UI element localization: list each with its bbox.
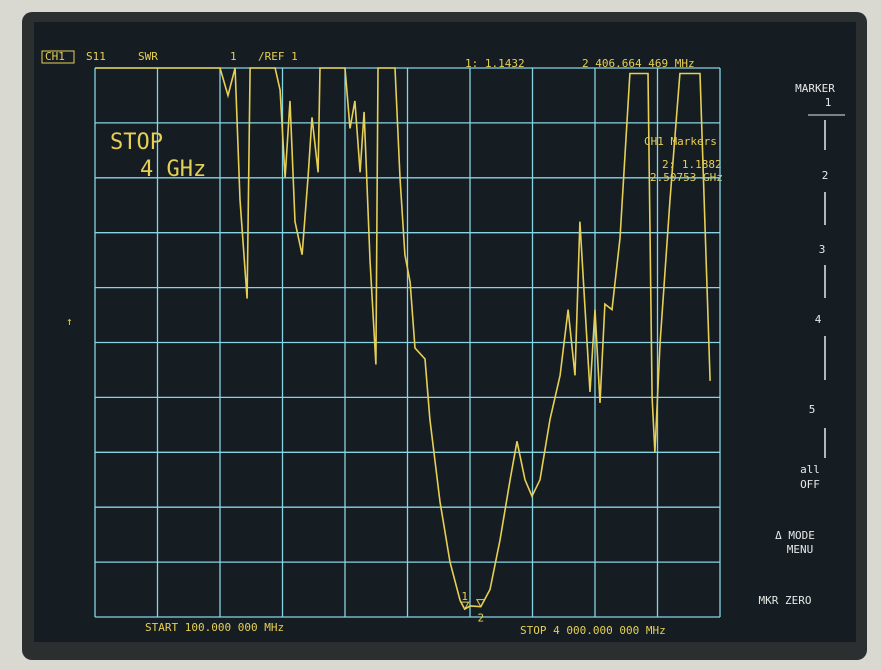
softkey: Δ MODE	[775, 529, 815, 542]
marker-label: 2	[478, 612, 485, 625]
channel: CH1	[45, 50, 65, 63]
parameter: S11	[86, 50, 106, 63]
marker-symbol	[459, 601, 470, 611]
stop: STOP 4 000.000 000 MHz	[520, 624, 666, 637]
softkey: MARKER	[795, 82, 835, 95]
softkey: MKR ZERO	[759, 594, 812, 607]
scale: 1	[230, 50, 237, 63]
softkey: OFF	[800, 478, 820, 491]
softkey: all	[800, 463, 820, 476]
marker-frequency: 2 406.664 469 MHz	[582, 57, 695, 70]
channel-box	[41, 50, 75, 64]
marker-value: 1: 1.1432	[465, 57, 525, 70]
screen	[34, 22, 856, 642]
start: START 100.000 000 MHz	[145, 621, 284, 634]
marker-symbol	[475, 599, 486, 608]
marker2-value: 2: 1.1882	[662, 158, 722, 171]
softkey: 4	[815, 313, 822, 326]
softkey: 5	[809, 403, 816, 416]
markers-title: CH1 Markers	[644, 135, 717, 148]
stop-title: STOP	[110, 130, 163, 155]
softkey: 1	[825, 96, 832, 109]
softkey: 3	[819, 243, 826, 256]
trace	[95, 67, 711, 611]
reference: /REF 1	[258, 50, 298, 63]
softkey: MENU	[787, 543, 814, 556]
format: SWR	[138, 50, 158, 63]
softkey: 2	[822, 169, 829, 182]
marker-label: 1	[461, 590, 468, 603]
reference-arrow: ↑	[66, 315, 73, 328]
